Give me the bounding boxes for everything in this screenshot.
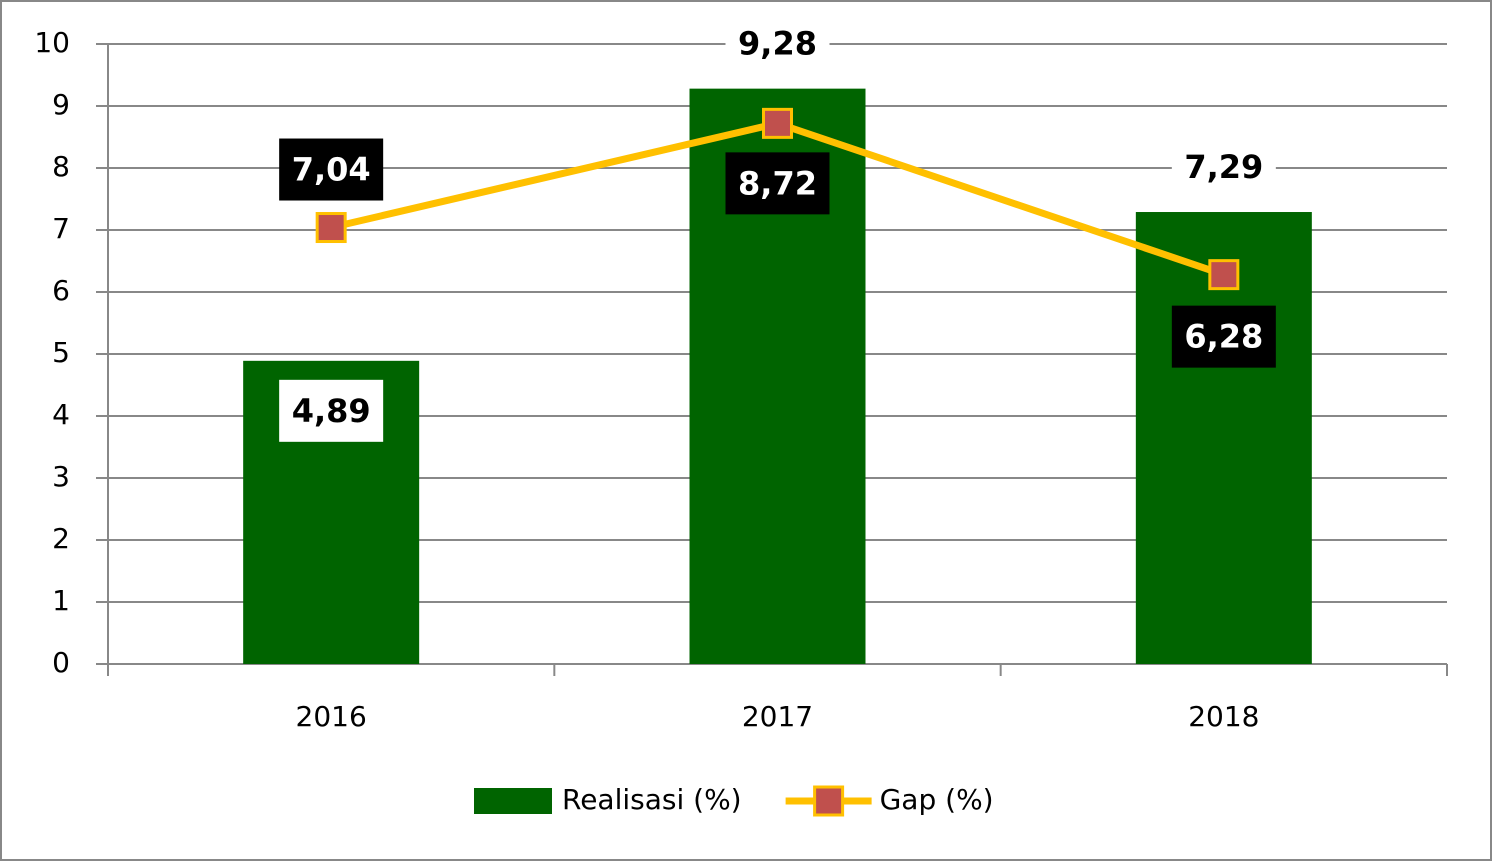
y-tick-label: 6 — [52, 274, 70, 307]
marker — [762, 107, 793, 139]
data-label: 7,29 — [1184, 148, 1263, 186]
y-tick-label: 4 — [52, 398, 70, 431]
legend-label: Gap (%) — [880, 783, 994, 816]
data-label-box — [1171, 136, 1276, 199]
y-tick-label: 3 — [52, 460, 70, 493]
y-tick-label: 8 — [52, 150, 70, 183]
y-tick-label: 10 — [34, 26, 70, 59]
data-label-box — [279, 138, 384, 201]
data-label: 7,04 — [292, 151, 371, 189]
y-tick-label: 5 — [52, 336, 70, 369]
marker — [315, 212, 347, 244]
legend-swatch — [474, 788, 552, 814]
y-tick-label: 2 — [52, 522, 70, 555]
y-tick-label: 1 — [52, 584, 70, 617]
data-label-box — [725, 152, 830, 215]
y-tick-label: 9 — [52, 88, 70, 121]
marker — [1208, 259, 1240, 291]
data-label: 4,89 — [292, 392, 371, 430]
data-label: 9,28 — [738, 25, 817, 63]
legend-marker — [813, 785, 845, 817]
data-label-box — [279, 379, 384, 442]
y-tick-label: 7 — [52, 212, 70, 245]
x-tick-label: 2016 — [296, 700, 367, 733]
data-label: 6,28 — [1184, 318, 1263, 356]
x-tick-label: 2018 — [1188, 700, 1259, 733]
legend-label: Realisasi (%) — [562, 783, 742, 816]
data-label: 8,72 — [738, 164, 817, 202]
x-tick-label: 2017 — [742, 700, 813, 733]
data-label-box — [1171, 305, 1276, 368]
y-tick-label: 0 — [52, 646, 70, 679]
data-label-box — [725, 12, 830, 75]
